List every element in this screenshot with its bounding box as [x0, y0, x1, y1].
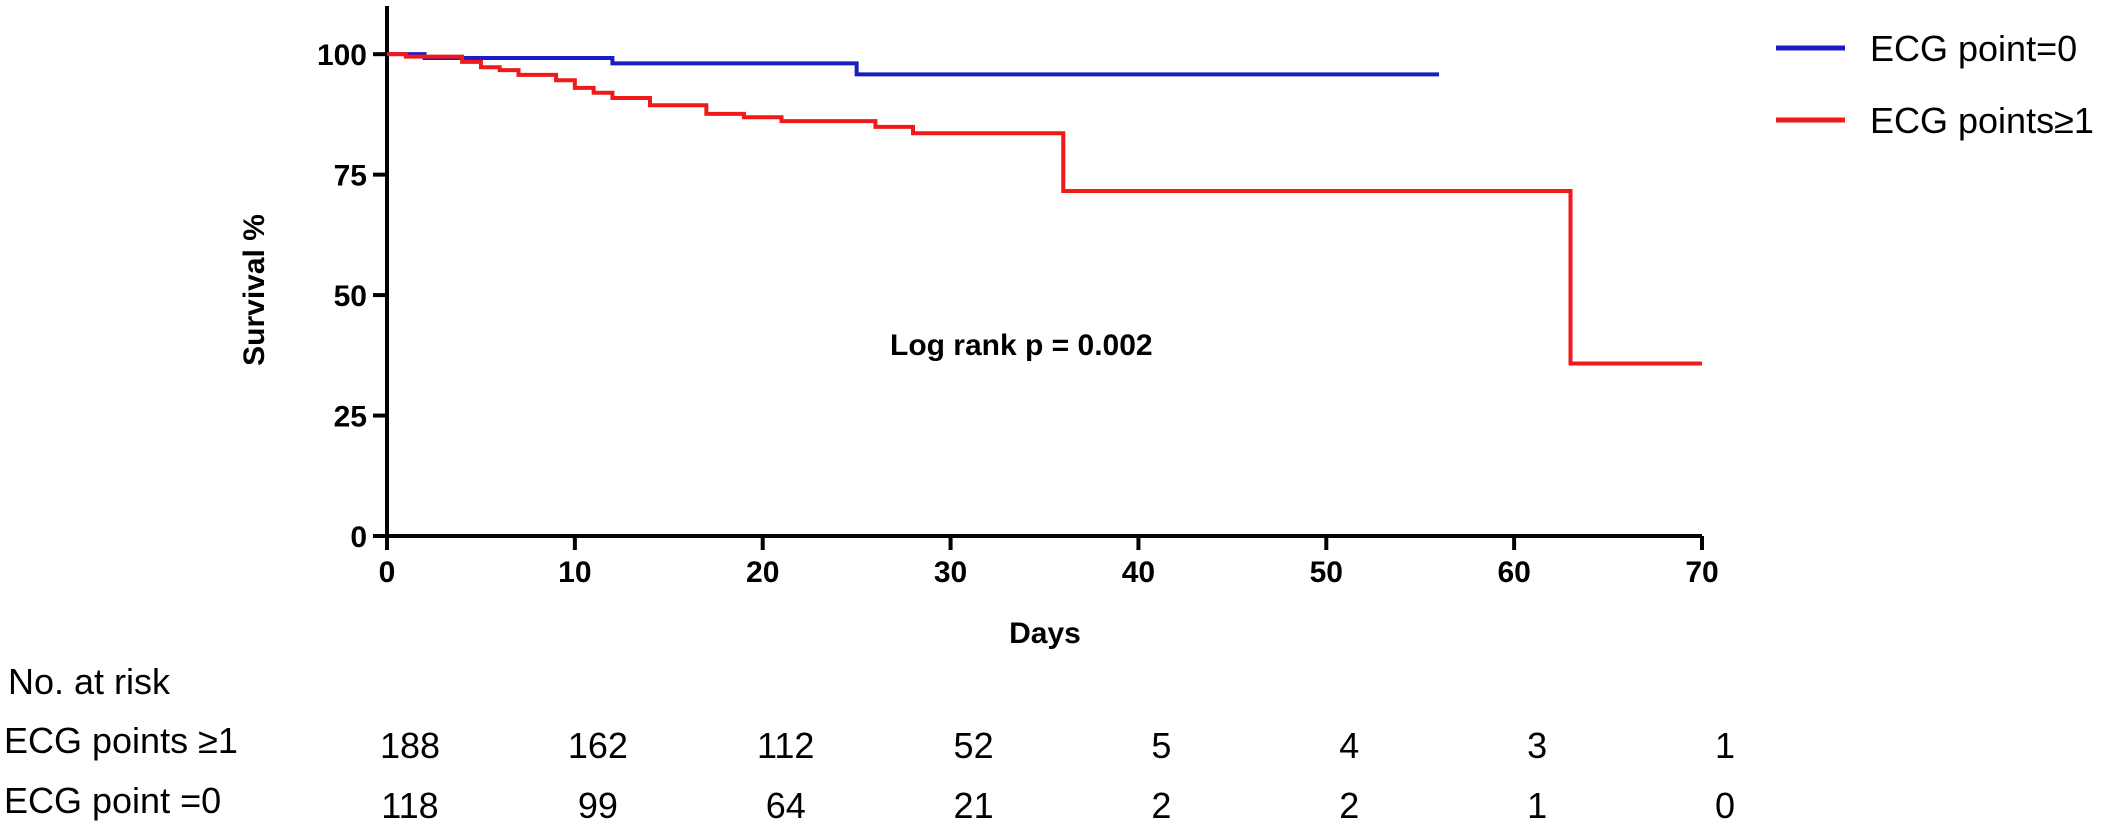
y-tick-label: 50	[334, 280, 367, 313]
annotation-logrank: Log rank p = 0.002	[890, 329, 1153, 362]
series-line-1	[387, 52, 1702, 366]
risk-value: 1	[1715, 725, 1735, 766]
x-tick-label: 10	[558, 556, 591, 589]
risk-value: 4	[1339, 725, 1359, 766]
y-axis-title: Survival %	[238, 214, 271, 366]
risk-value: 112	[757, 725, 814, 766]
risk-value: 118	[381, 785, 438, 826]
risk-value: 52	[954, 725, 994, 766]
legend-label-0: ECG point=0	[1870, 28, 2077, 69]
risk-table: ECG points ≥1 188 162 112 52 5 4 3 1 ECG point =0…	[4, 720, 1735, 826]
legend-label-1: ECG points≥1	[1870, 100, 2094, 141]
x-tick-label: 0	[379, 556, 396, 589]
x-tick-label: 70	[1685, 556, 1718, 589]
risk-row-label-1: ECG point =0	[4, 780, 221, 821]
risk-value: 64	[766, 785, 806, 826]
axes: 0 10 20 30 40 50 60 70 0 25 50 75 100	[317, 6, 1719, 589]
series-lines	[387, 52, 1702, 366]
risk-value: 162	[568, 725, 628, 766]
x-tick-label: 40	[1122, 556, 1155, 589]
x-tick-label: 60	[1497, 556, 1530, 589]
risk-value: 0	[1715, 785, 1735, 826]
risk-value: 1	[1527, 785, 1547, 826]
x-tick-label: 30	[934, 556, 967, 589]
risk-value: 2	[1151, 785, 1171, 826]
risk-value: 188	[380, 725, 440, 766]
risk-value: 99	[578, 785, 618, 826]
y-tick-label: 75	[334, 160, 367, 193]
risk-row-label-0: ECG points ≥1	[4, 720, 238, 761]
y-tick-label: 100	[317, 39, 367, 72]
risk-value: 5	[1151, 725, 1171, 766]
x-tick-label: 50	[1310, 556, 1343, 589]
risk-value: 3	[1527, 725, 1547, 766]
x-axis-title: Days	[1009, 617, 1081, 650]
y-tick-label: 25	[334, 401, 367, 434]
risk-value: 2	[1339, 785, 1359, 826]
risk-table-title: No. at risk	[8, 661, 171, 702]
risk-value: 21	[954, 785, 994, 826]
y-tick-label: 0	[350, 521, 367, 554]
legend: ECG point=0 ECG points≥1	[1776, 28, 2094, 141]
series-line-0	[387, 52, 1439, 77]
x-tick-label: 20	[746, 556, 779, 589]
